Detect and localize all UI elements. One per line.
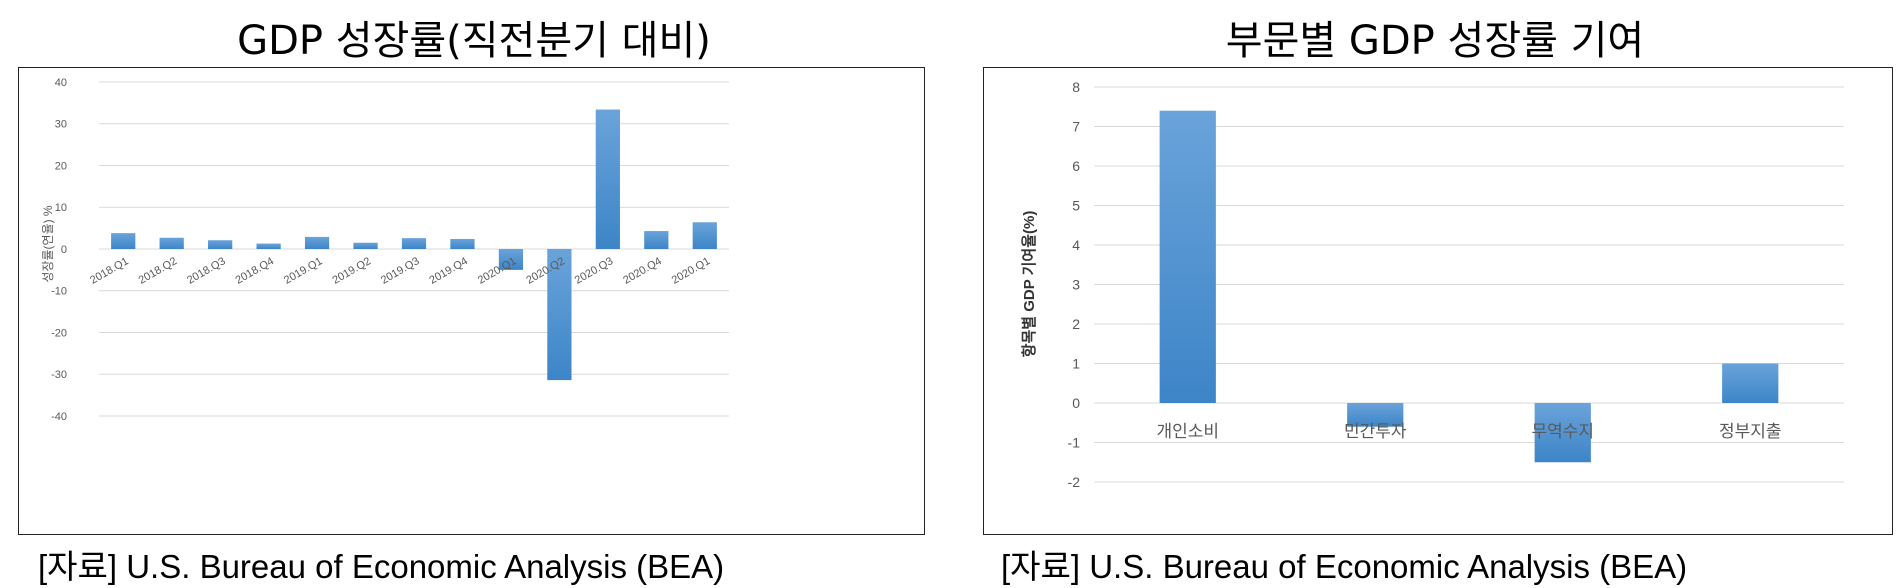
bar bbox=[1534, 403, 1591, 463]
y-tick-label: 7 bbox=[1072, 118, 1080, 134]
y-tick-label: -1 bbox=[1068, 434, 1081, 450]
bar bbox=[644, 231, 669, 249]
y-tick-label: 3 bbox=[1072, 276, 1080, 292]
right-source-note: [자료] U.S. Bureau of Economic Analysis (B… bbox=[1001, 548, 1688, 585]
y-tick-label: 4 bbox=[1072, 237, 1080, 253]
bar bbox=[401, 238, 427, 249]
x-category-label: 민간투자 bbox=[1344, 422, 1407, 441]
bar bbox=[353, 242, 378, 249]
bar bbox=[304, 236, 330, 249]
x-category-label: 2018.Q2 bbox=[137, 255, 180, 286]
bar bbox=[547, 249, 572, 381]
bar bbox=[208, 240, 233, 249]
y-tick-label: -20 bbox=[51, 327, 67, 339]
x-category-label: 2020.Q1 bbox=[670, 255, 713, 286]
x-category-label: 2019.Q4 bbox=[427, 255, 470, 286]
left-chart-title: GDP 성장률(직전분기 대비) bbox=[237, 18, 711, 64]
y-tick-label: -2 bbox=[1068, 474, 1081, 490]
y-tick-label: -30 bbox=[51, 369, 67, 381]
right-chart-frame: -2 -1 0 1 2 3 4 5 6 7 8 개인소비 민간투자 무역수지 정부지출 항목별 GDP 기여율… bbox=[983, 67, 1893, 535]
x-category-label: 무역수지 bbox=[1531, 422, 1594, 441]
x-category-label: 개인소비 bbox=[1156, 422, 1219, 441]
y-tick-label: 0 bbox=[61, 244, 67, 256]
y-tick-label: 10 bbox=[55, 202, 67, 214]
y-tick-label: -40 bbox=[51, 411, 67, 423]
y-tick-label: 6 bbox=[1072, 158, 1080, 174]
bar bbox=[1159, 110, 1216, 403]
sector-contribution-chart: -2 -1 0 1 2 3 4 5 6 7 8 개인소비 민간투자 무역수지 정부지출 항목별 GDP 기여율… bbox=[1020, 79, 1844, 490]
y-tick-label: 20 bbox=[55, 160, 67, 172]
x-category-label: 2020.Q3 bbox=[573, 255, 616, 286]
left-source-note: [자료] U.S. Bureau of Economic Analysis (B… bbox=[38, 548, 725, 585]
bar bbox=[595, 109, 620, 250]
bar bbox=[692, 222, 717, 249]
y-tick-label: 30 bbox=[55, 119, 67, 131]
bar bbox=[256, 243, 281, 249]
bar bbox=[1347, 403, 1404, 427]
x-category-label: 2019.Q3 bbox=[379, 255, 422, 286]
right-chart-title: 부문별 GDP 성장률 기여 bbox=[1225, 18, 1645, 64]
x-category-label: 2018.Q1 bbox=[88, 255, 131, 286]
x-category-label: 2020.Q1 bbox=[476, 255, 519, 286]
x-category-label: 2019.Q1 bbox=[282, 255, 325, 286]
bar bbox=[1722, 363, 1779, 403]
bar bbox=[450, 238, 475, 249]
bar bbox=[498, 249, 524, 270]
x-category-label: 2018.Q3 bbox=[185, 255, 228, 286]
bar bbox=[111, 233, 136, 249]
y-tick-label: 8 bbox=[1072, 79, 1080, 95]
x-category-label: 2018.Q4 bbox=[234, 255, 277, 286]
y-tick-label: 0 bbox=[1072, 395, 1080, 411]
y-tick-label: 1 bbox=[1072, 355, 1080, 371]
left-chart-frame: -40 -30 -20 -10 0 10 20 30 40 2018.Q1 2018.Q2 2018.… bbox=[18, 67, 925, 535]
y-tick-label: 5 bbox=[1072, 197, 1080, 213]
y-tick-label: 2 bbox=[1072, 316, 1080, 332]
x-category-label: 2020.Q4 bbox=[621, 255, 664, 286]
y-tick-label: 40 bbox=[55, 77, 67, 89]
bar bbox=[159, 237, 184, 249]
y-axis-label: 성장률(연율) % bbox=[41, 205, 55, 283]
x-category-label: 2019.Q2 bbox=[330, 255, 373, 286]
y-axis-label: 항목별 GDP 기여율(%) bbox=[1020, 211, 1038, 358]
y-tick-label: -10 bbox=[51, 286, 67, 298]
x-category-label: 정부지출 bbox=[1719, 422, 1782, 441]
